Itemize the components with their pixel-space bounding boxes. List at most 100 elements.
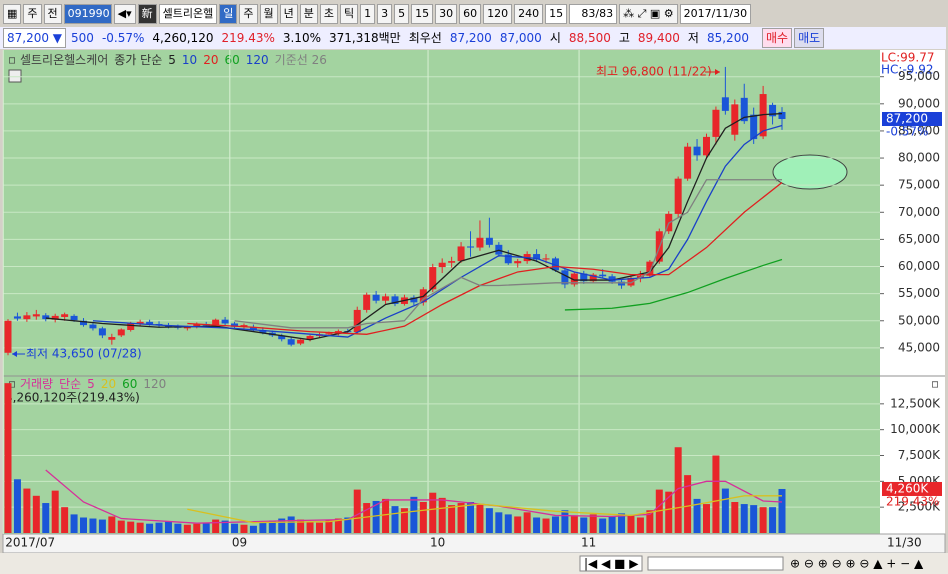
date-input[interactable]: 2017/11/30 — [679, 4, 752, 24]
volume-bar — [750, 505, 758, 533]
volume-bar — [353, 489, 361, 533]
ma-line — [187, 181, 783, 335]
y-tick-label: 70,000 — [898, 205, 940, 219]
candle-body — [618, 281, 626, 286]
interval-input[interactable]: 15 — [545, 4, 568, 24]
zoom-slider[interactable] — [647, 556, 784, 571]
interval[interactable]: 240 — [514, 4, 544, 24]
sound-icon[interactable]: ◀▾ — [113, 4, 136, 24]
tool-icons[interactable]: ⁂ ⤢ ▣ ⚙ — [619, 4, 678, 24]
volume-bar — [193, 523, 201, 533]
volume-bar — [155, 522, 163, 533]
market-select[interactable]: 주 — [23, 4, 42, 24]
candle-body — [599, 274, 607, 277]
candle-body — [4, 320, 12, 353]
candle-body — [297, 339, 305, 344]
volume-bar — [731, 502, 739, 533]
interval[interactable]: 3 — [377, 4, 393, 24]
period-month[interactable]: 월 — [259, 4, 278, 24]
code-input[interactable]: 091990 — [63, 4, 112, 24]
volume-bar — [514, 516, 522, 533]
volume-bar — [372, 500, 380, 533]
zoom-icons[interactable]: ⊕ ⊖ ⊕ ⊖ ⊕ ⊖ ▲ + − ▲ — [790, 557, 924, 571]
interval[interactable]: 15 — [411, 4, 434, 24]
candle-body — [476, 237, 484, 248]
menu-icon[interactable]: ▦ — [3, 4, 22, 24]
volume-bar — [363, 503, 371, 533]
candle-body — [136, 321, 144, 324]
volume-bar — [127, 521, 135, 533]
period-day[interactable]: 일 — [219, 4, 238, 24]
interval[interactable]: 5 — [394, 4, 410, 24]
volume-bar — [438, 497, 446, 533]
volume-bar — [589, 514, 597, 533]
candle-body — [712, 109, 720, 137]
best-quote-label: 최우선 — [408, 31, 442, 45]
period-minute[interactable]: 분 — [299, 4, 318, 24]
volume-bar — [740, 504, 748, 533]
legend-item: 10 — [182, 53, 197, 67]
nav-icons[interactable]: |◀ ◀ ■ ▶ — [584, 557, 639, 571]
candle-body — [750, 114, 758, 140]
period-second[interactable]: 초 — [319, 4, 338, 24]
period-tick[interactable]: 틱 — [340, 4, 359, 24]
volume-bar — [259, 522, 267, 533]
candle-body — [533, 254, 541, 260]
ask: 87,200 — [449, 31, 492, 45]
candle-body — [485, 237, 493, 245]
interval[interactable]: 120 — [483, 4, 513, 24]
volume-bar — [297, 519, 305, 533]
interval[interactable]: 1 — [360, 4, 376, 24]
volume-rate: 219.43% — [221, 31, 275, 45]
volume-bar — [183, 524, 191, 533]
buy-button[interactable]: 매수 — [761, 28, 793, 48]
volume-bar — [665, 491, 673, 533]
volume-bar — [278, 518, 286, 533]
volume-summary: 4,260,120주(219.43%) — [5, 391, 140, 405]
prev-button[interactable]: 전 — [43, 4, 62, 24]
volume-bar — [146, 523, 154, 533]
volume-bar — [721, 488, 729, 533]
candle-body — [89, 324, 97, 329]
interval[interactable]: 60 — [459, 4, 482, 24]
volume-bar — [4, 383, 12, 533]
y-tick-label: 2,500K — [898, 500, 941, 514]
volume-bar — [32, 495, 40, 533]
volume-bar — [504, 514, 512, 533]
x-tick-label: 2017/07 — [5, 536, 55, 550]
candle-body — [193, 324, 201, 327]
y-tick-label: 90,000 — [898, 96, 940, 110]
volume-bar — [70, 514, 78, 533]
interval[interactable]: 30 — [435, 4, 458, 24]
candle-body — [410, 297, 418, 303]
volume: 4,260,120 — [152, 31, 214, 45]
panel-button[interactable]: ▫ — [931, 377, 939, 391]
volume-bar — [674, 447, 682, 533]
volume-bar — [382, 498, 390, 533]
volume-bar — [391, 506, 399, 533]
nav-buttons[interactable] — [579, 555, 643, 572]
date-axis — [2, 533, 946, 553]
candle-body — [778, 111, 786, 119]
sell-button[interactable]: 매도 — [794, 28, 825, 48]
volume-bar — [561, 510, 569, 533]
volume-bar — [240, 524, 248, 533]
volume-bar — [268, 520, 276, 533]
candle-body — [391, 296, 399, 304]
x-tick-label: 11 — [581, 536, 596, 550]
table-icon[interactable] — [8, 69, 22, 83]
candle-body — [382, 296, 390, 301]
volume-bar — [457, 503, 465, 533]
period-year[interactable]: 년 — [279, 4, 298, 24]
volume-bar — [174, 523, 182, 533]
high-annotation: 최고 96,800 (11/22) — [596, 65, 712, 79]
candle-body — [627, 277, 635, 286]
period-week[interactable]: 주 — [239, 4, 258, 24]
volume-bar — [325, 520, 333, 533]
callout-bubble — [772, 154, 848, 190]
volume-bar — [608, 516, 616, 533]
stock-name[interactable]: 셀트리온헬 — [158, 4, 218, 24]
candle-body — [70, 315, 78, 321]
ma-line — [187, 495, 782, 524]
candle-body — [240, 325, 248, 327]
